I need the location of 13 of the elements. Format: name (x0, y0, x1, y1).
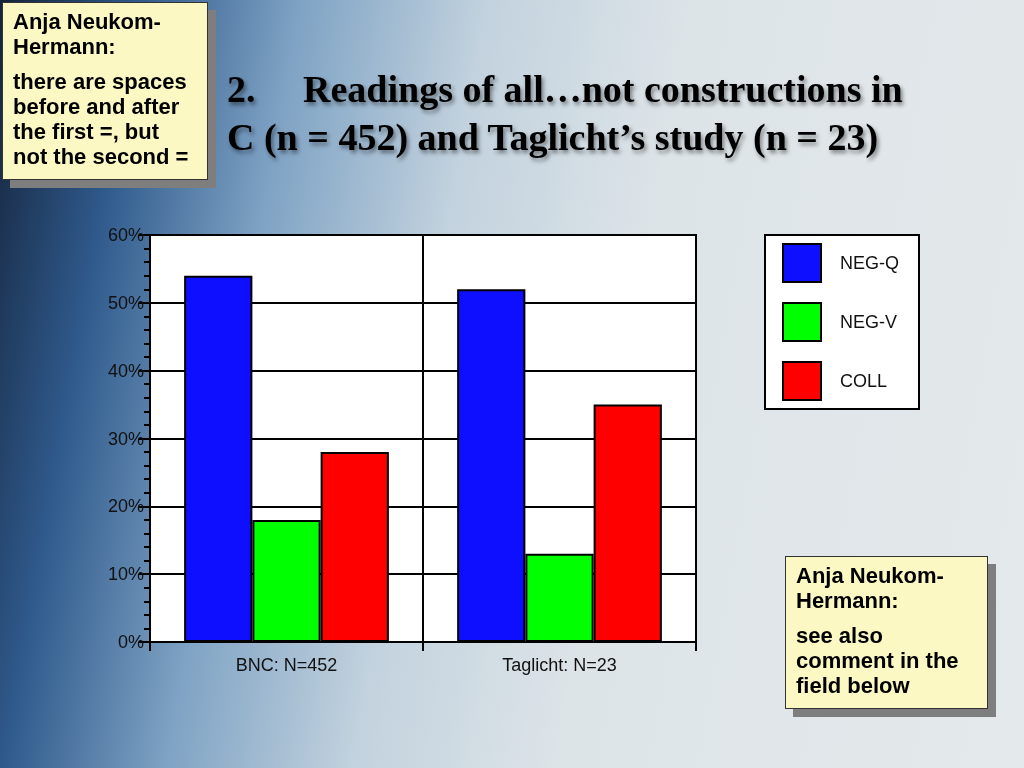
x-tick-label: Taglicht: N=23 (502, 655, 617, 675)
y-tick-label: 0% (117, 632, 144, 652)
y-tick-label: 40% (107, 360, 144, 381)
y-tick-label: 20% (107, 496, 144, 517)
x-tick-label: BNC: N=452 (235, 655, 338, 675)
legend-label: NEG-V (840, 312, 898, 332)
legend-label: NEG-Q (840, 253, 900, 273)
y-tick-label: 60% (107, 225, 144, 245)
y-tick-label: 30% (107, 428, 144, 449)
y-tick-label: 50% (107, 292, 144, 313)
legend-label: COLL (840, 371, 888, 391)
y-tick-label: 10% (107, 564, 144, 585)
chart-title: 2. Readings of all…not constructions in C (n = 452) and Taglicht’s study (n = 23) (227, 68, 903, 159)
